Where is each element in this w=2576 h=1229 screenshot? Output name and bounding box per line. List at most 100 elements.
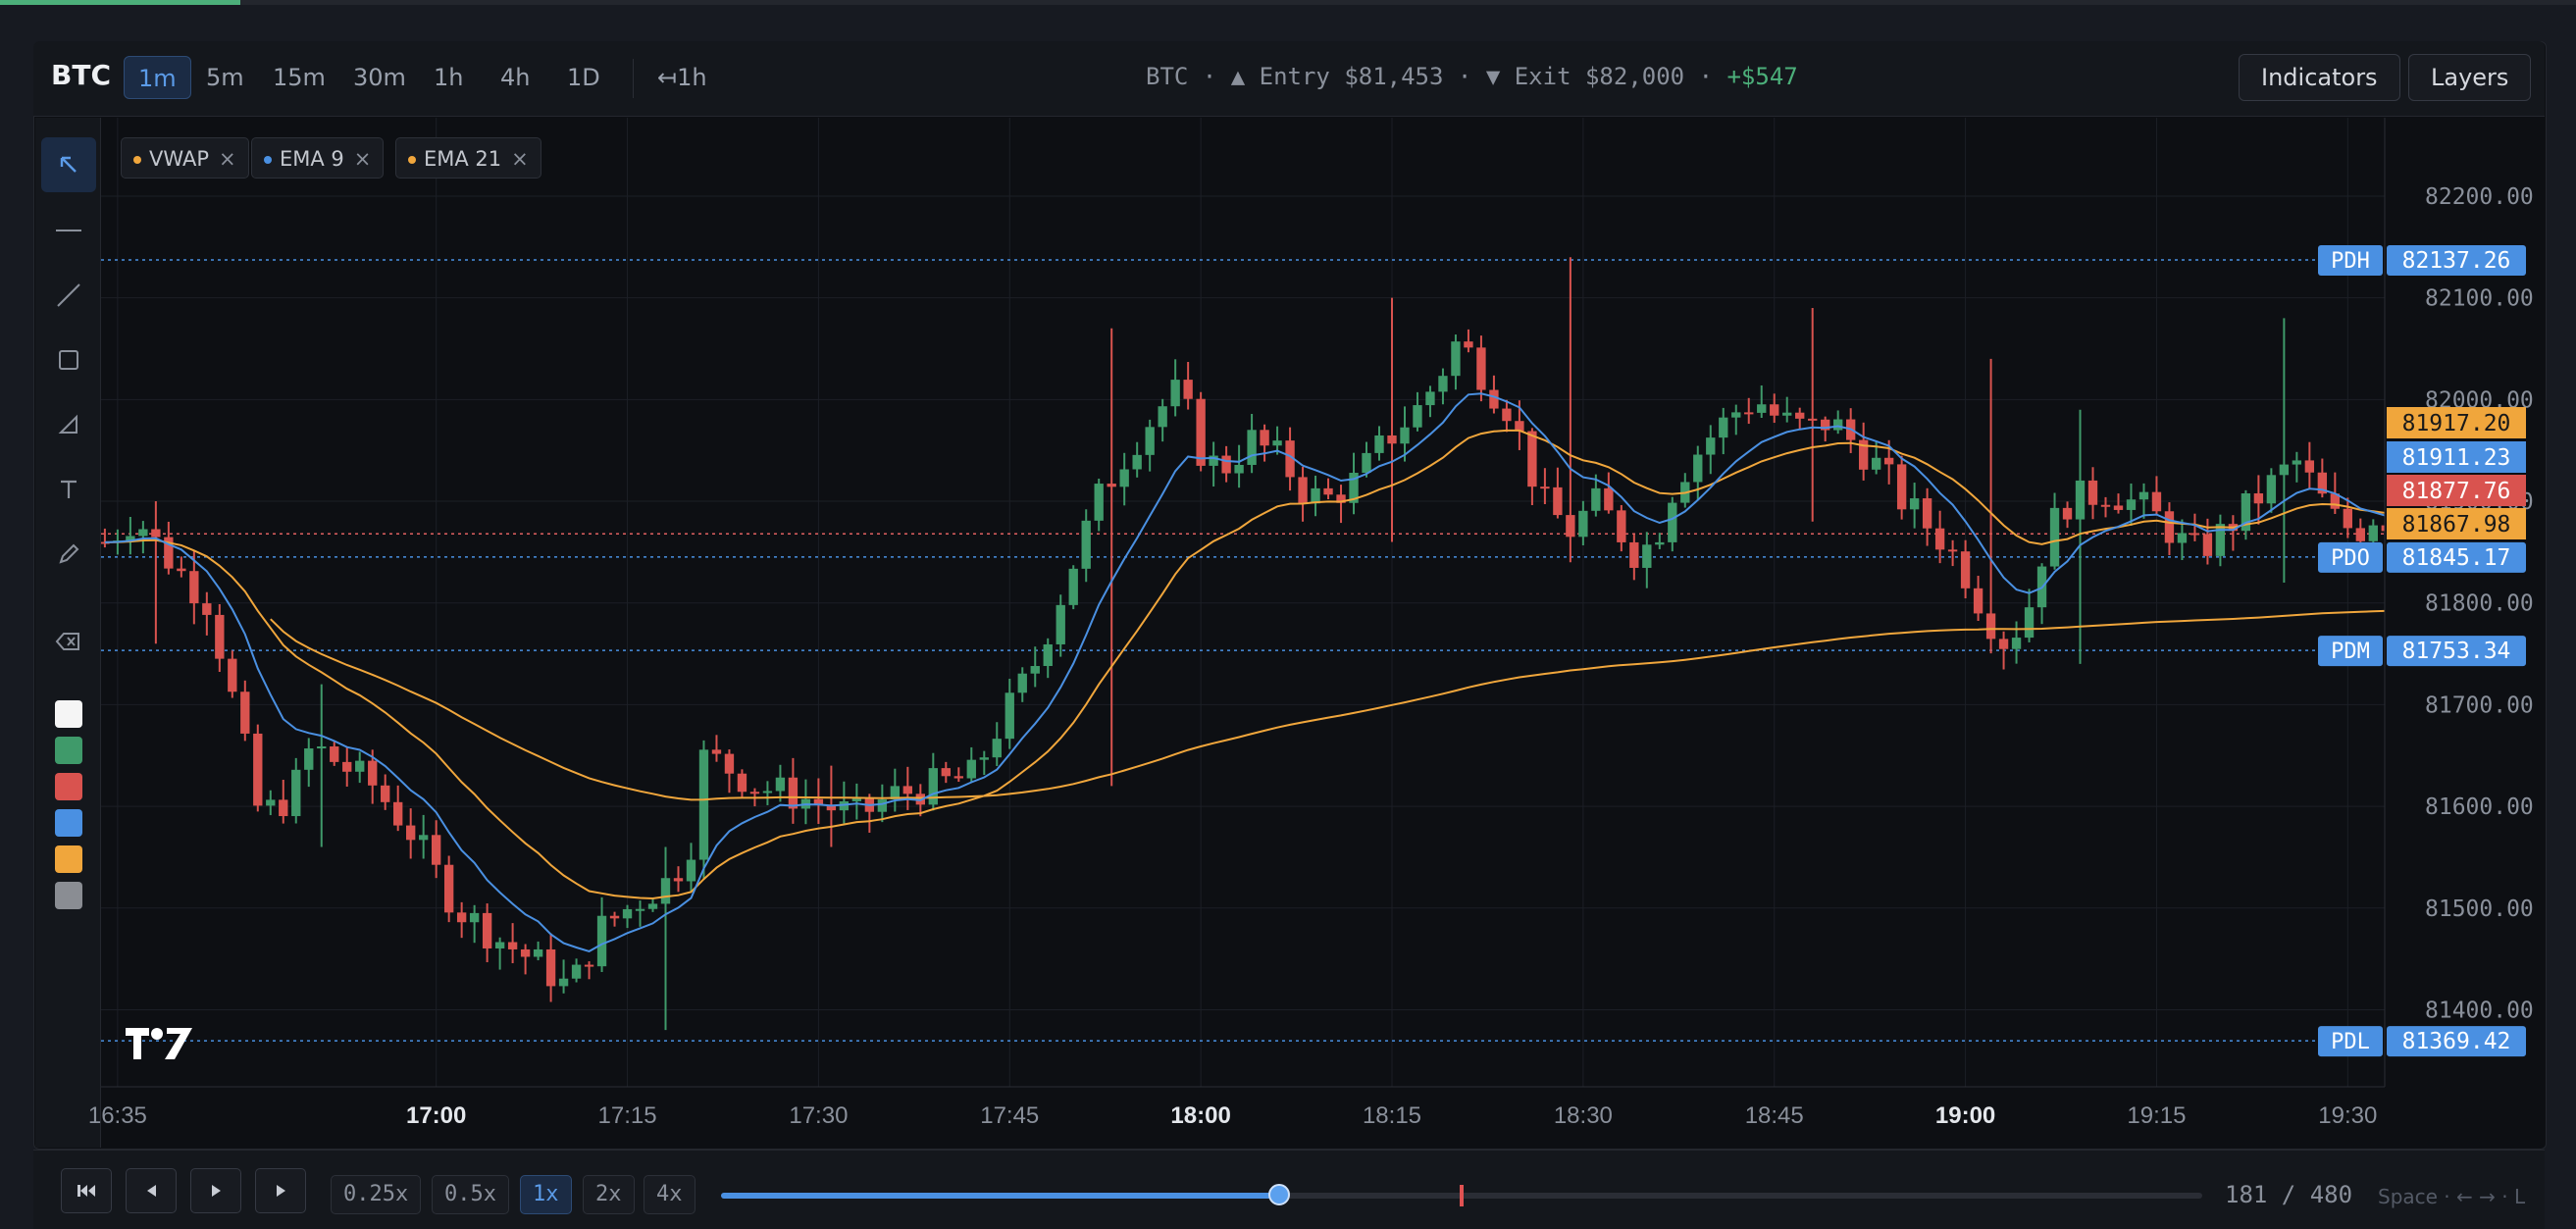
candle-body bbox=[647, 903, 658, 909]
timeframe-1d[interactable]: 1D bbox=[567, 64, 600, 91]
rectangle-icon[interactable] bbox=[41, 333, 96, 387]
level-price-tag bbox=[2387, 245, 2526, 277]
color-swatch[interactable] bbox=[55, 737, 82, 764]
timeframe-1h[interactable]: 1h bbox=[434, 64, 464, 91]
candle-body bbox=[1655, 541, 1665, 545]
level-tag-label: PDO bbox=[2331, 546, 2370, 571]
horizontal-line-icon[interactable] bbox=[41, 203, 96, 258]
indicator-name: EMA 21 bbox=[424, 147, 502, 171]
candle-body bbox=[673, 878, 684, 882]
speed-1x[interactable]: 1x bbox=[520, 1175, 572, 1214]
candle-body bbox=[2126, 499, 2137, 510]
trend-line-icon[interactable] bbox=[41, 268, 96, 323]
step-forward-button[interactable] bbox=[255, 1168, 306, 1213]
remove-ema21-button[interactable]: × bbox=[511, 147, 529, 171]
candle-body bbox=[1285, 440, 1295, 478]
text-icon[interactable] bbox=[41, 462, 96, 517]
color-swatch[interactable] bbox=[55, 700, 82, 728]
time-axis-label: 17:30 bbox=[789, 1102, 848, 1129]
color-swatch[interactable] bbox=[55, 809, 82, 837]
candle-body bbox=[775, 777, 786, 792]
level-price-tag bbox=[2387, 541, 2526, 573]
candle-body bbox=[1515, 421, 1524, 432]
time-axis-label: 17:00 bbox=[406, 1102, 466, 1129]
timeframe-30m[interactable]: 30m bbox=[353, 64, 406, 91]
candle-body bbox=[317, 746, 327, 749]
candle-body bbox=[1132, 454, 1142, 470]
indicator-chip-ema21[interactable]: EMA 21 × bbox=[395, 137, 541, 179]
skip-to-start-button[interactable] bbox=[61, 1168, 112, 1213]
remove-ema9-button[interactable]: × bbox=[353, 147, 372, 171]
candle-body bbox=[1311, 487, 1320, 504]
candle-body bbox=[1145, 427, 1155, 455]
color-swatch[interactable] bbox=[55, 845, 82, 873]
cursor-icon[interactable] bbox=[41, 137, 96, 192]
color-swatch[interactable] bbox=[55, 773, 82, 800]
candle-body bbox=[330, 746, 339, 762]
triangle-icon[interactable] bbox=[41, 397, 96, 452]
candle-body bbox=[749, 792, 760, 794]
candle-body bbox=[2100, 504, 2111, 507]
indicator-chip-ema9[interactable]: EMA 9 × bbox=[251, 137, 385, 179]
candle-body bbox=[494, 942, 505, 948]
candle-body bbox=[2011, 638, 2022, 649]
candle-body bbox=[507, 942, 518, 949]
color-swatch[interactable] bbox=[55, 882, 82, 909]
candle-body bbox=[1909, 498, 1920, 510]
time-axis-label: 18:15 bbox=[1363, 1102, 1421, 1129]
top-toolbar bbox=[33, 41, 2545, 117]
candle-body bbox=[291, 769, 301, 817]
indicators-button[interactable]: Indicators bbox=[2239, 54, 2400, 101]
trade-exit: ▼ Exit $82,000 bbox=[1485, 63, 1685, 90]
time-axis-label: 18:45 bbox=[1745, 1102, 1804, 1129]
candle-body bbox=[2266, 475, 2277, 504]
candle-body bbox=[2279, 464, 2290, 476]
play-button[interactable] bbox=[190, 1168, 241, 1213]
candle-body bbox=[2177, 533, 2188, 543]
step-forward-icon bbox=[277, 1185, 285, 1197]
candle-body bbox=[686, 859, 696, 882]
candle-body bbox=[1272, 440, 1282, 446]
candle-body bbox=[456, 912, 467, 923]
candle-body bbox=[1056, 604, 1065, 644]
layers-button[interactable]: Layers bbox=[2408, 54, 2532, 101]
speed-4x[interactable]: 4x bbox=[644, 1175, 696, 1214]
candle-body bbox=[1934, 528, 1945, 550]
trade-symbol: BTC bbox=[1146, 63, 1189, 90]
speed-0.5x[interactable]: 0.5x bbox=[432, 1175, 509, 1214]
candle-body bbox=[2190, 533, 2200, 536]
timeframe-4h[interactable]: 4h bbox=[500, 64, 531, 91]
candle-body bbox=[215, 614, 225, 659]
candle-body bbox=[1005, 692, 1014, 740]
indicator-chip-vwap[interactable]: VWAP × bbox=[121, 137, 249, 179]
step-back-button[interactable] bbox=[126, 1168, 177, 1213]
candle-body bbox=[762, 791, 773, 794]
speed-0.25x[interactable]: 0.25x bbox=[331, 1175, 422, 1214]
candle-body bbox=[992, 739, 1002, 758]
candle-body bbox=[151, 529, 161, 538]
measure-range-button[interactable]: ↤1h bbox=[657, 64, 707, 91]
candle-body bbox=[1362, 452, 1371, 474]
vwap-line bbox=[270, 609, 2385, 801]
speed-2x[interactable]: 2x bbox=[583, 1175, 635, 1214]
playback-slider-handle[interactable] bbox=[1268, 1184, 1291, 1205]
eraser-icon[interactable] bbox=[41, 614, 96, 669]
timeframe-15m[interactable]: 15m bbox=[273, 64, 326, 91]
candle-body bbox=[902, 786, 913, 794]
symbol-label[interactable]: BTC bbox=[51, 59, 111, 91]
candle-body bbox=[1068, 568, 1078, 605]
level-tag-label: PDM bbox=[2331, 640, 2370, 664]
remove-vwap-button[interactable]: × bbox=[219, 147, 236, 171]
candle-body bbox=[1349, 473, 1359, 503]
timeframe-1m[interactable]: 1m bbox=[124, 56, 191, 99]
candle-body bbox=[418, 835, 429, 841]
price-axis-label: 81600.00 bbox=[2425, 794, 2534, 820]
candle-body bbox=[1604, 487, 1614, 511]
indicator-name: EMA 9 bbox=[280, 147, 344, 171]
candle-body bbox=[1464, 341, 1473, 348]
timeframe-5m[interactable]: 5m bbox=[206, 64, 244, 91]
price-tag-ema21 bbox=[2387, 407, 2526, 438]
pencil-icon[interactable] bbox=[41, 527, 96, 582]
candle-body bbox=[1642, 544, 1652, 568]
